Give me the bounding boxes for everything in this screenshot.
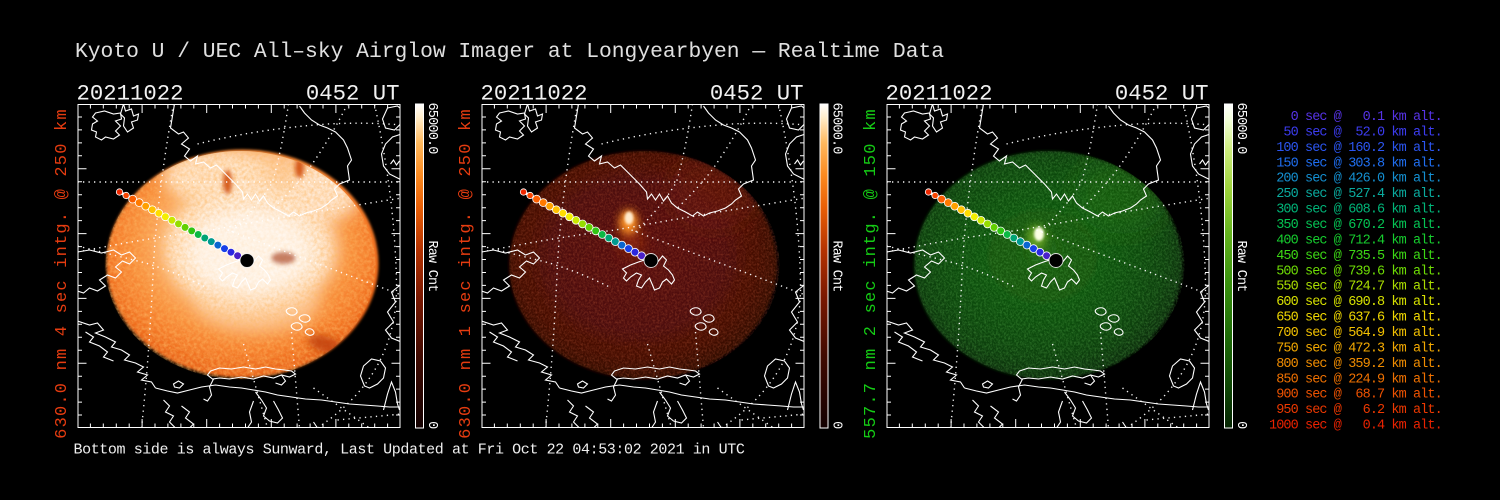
svg-text:150 sec @ 303.8 km alt.: 150 sec @ 303.8 km alt.	[1269, 156, 1442, 171]
svg-text:400 sec @ 712.4 km alt.: 400 sec @ 712.4 km alt.	[1269, 233, 1442, 248]
svg-text:300 sec @ 608.6 km alt.: 300 sec @ 608.6 km alt.	[1269, 203, 1442, 218]
svg-text:65000.0: 65000.0	[828, 103, 843, 155]
svg-text:20211022: 20211022	[481, 81, 588, 107]
svg-text:0: 0	[828, 421, 843, 429]
svg-text:650 sec @ 637.6 km alt.: 650 sec @ 637.6 km alt.	[1269, 311, 1442, 326]
svg-text:1000 sec @ 0.4 km alt.: 1000 sec @ 0.4 km alt.	[1269, 419, 1442, 434]
svg-text:630.0 nm 1 sec intg. @ 250 km: 630.0 nm 1 sec intg. @ 250 km	[457, 108, 476, 439]
svg-text:350 sec @ 670.2 km alt.: 350 sec @ 670.2 km alt.	[1269, 218, 1442, 233]
svg-text:Raw Cnt: Raw Cnt	[828, 240, 843, 291]
svg-text:Raw Cnt: Raw Cnt	[1233, 240, 1248, 291]
svg-text:450 sec @ 735.5 km alt.: 450 sec @ 735.5 km alt.	[1269, 249, 1442, 264]
svg-text:0452 UT: 0452 UT	[1115, 81, 1209, 107]
svg-text:20211022: 20211022	[886, 81, 993, 107]
svg-text:950 sec @ 6.2 km alt.: 950 sec @ 6.2 km alt.	[1269, 403, 1442, 418]
svg-text:Raw Cnt: Raw Cnt	[424, 240, 439, 291]
svg-text:557.7 nm 2 sec intg. @ 150 km: 557.7 nm 2 sec intg. @ 150 km	[862, 108, 881, 439]
svg-text:Bottom side is always Sunward,: Bottom side is always Sunward, Last Upda…	[74, 442, 745, 459]
svg-text:65000.0: 65000.0	[424, 103, 439, 155]
svg-text:600 sec @ 690.8 km alt.: 600 sec @ 690.8 km alt.	[1269, 295, 1442, 310]
svg-text:850 sec @ 224.9 km alt.: 850 sec @ 224.9 km alt.	[1269, 372, 1442, 387]
svg-text:630.0 nm 4 sec intg. @ 250 km: 630.0 nm 4 sec intg. @ 250 km	[53, 108, 72, 439]
svg-text:100 sec @ 160.2 km alt.: 100 sec @ 160.2 km alt.	[1269, 141, 1442, 156]
svg-text:Kyoto U / UEC All–sky Airglow: Kyoto U / UEC All–sky Airglow Imager at …	[75, 40, 944, 64]
svg-text:65000.0: 65000.0	[1233, 103, 1248, 155]
svg-text:700 sec @ 564.9 km alt.: 700 sec @ 564.9 km alt.	[1269, 326, 1442, 341]
svg-text:50 sec @ 52.0 km alt.: 50 sec @ 52.0 km alt.	[1269, 125, 1442, 140]
svg-text:800 sec @ 359.2 km alt.: 800 sec @ 359.2 km alt.	[1269, 357, 1442, 372]
svg-text:500 sec @ 739.6 km alt.: 500 sec @ 739.6 km alt.	[1269, 264, 1442, 279]
svg-text:0452 UT: 0452 UT	[306, 81, 400, 107]
svg-text:0452 UT: 0452 UT	[710, 81, 804, 107]
svg-text:0: 0	[424, 421, 439, 429]
svg-text:0: 0	[1233, 421, 1248, 429]
svg-text:750 sec @ 472.3 km alt.: 750 sec @ 472.3 km alt.	[1269, 341, 1442, 356]
svg-text:200 sec @ 426.0 km alt.: 200 sec @ 426.0 km alt.	[1269, 172, 1442, 187]
svg-text:250 sec @ 527.4 km alt.: 250 sec @ 527.4 km alt.	[1269, 187, 1442, 202]
svg-text:550 sec @ 724.7 km alt.: 550 sec @ 724.7 km alt.	[1269, 280, 1442, 295]
svg-text:20211022: 20211022	[77, 81, 184, 107]
svg-text:0 sec @ 0.1 km alt.: 0 sec @ 0.1 km alt.	[1269, 110, 1442, 125]
svg-text:900 sec @ 68.7 km alt.: 900 sec @ 68.7 km alt.	[1269, 388, 1442, 403]
